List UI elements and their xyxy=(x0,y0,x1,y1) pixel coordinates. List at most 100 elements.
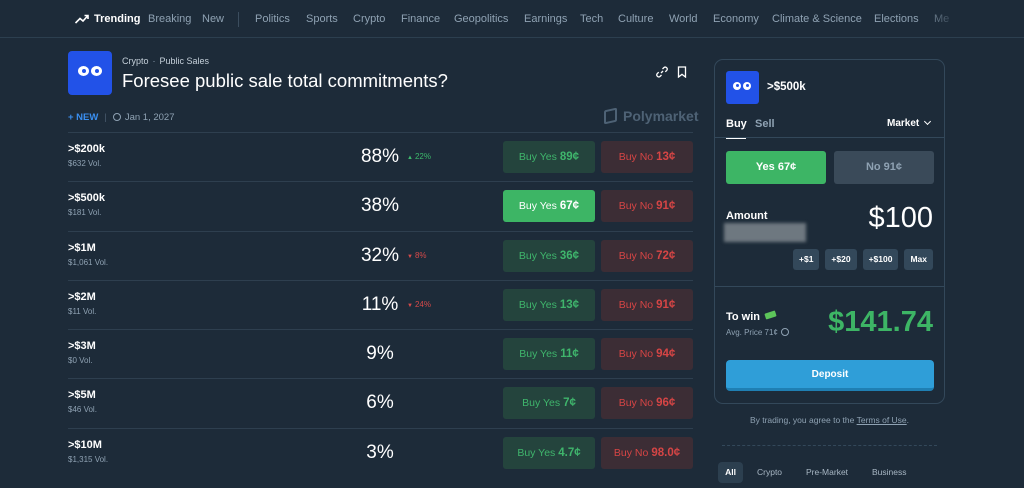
outcome-row[interactable]: >$2M $11 Vol. 11% ▼ 24% Buy Yes 13¢ Buy No 91¢ xyxy=(68,279,693,329)
info-icon[interactable] xyxy=(780,328,789,336)
trade-panel-title: >$500k xyxy=(767,81,806,93)
buy-yes-label: Buy Yes xyxy=(518,200,557,213)
category-tab-business[interactable]: Business xyxy=(872,467,907,477)
nav-sports[interactable]: Sports xyxy=(306,13,338,25)
buy-no-button[interactable]: Buy No 91¢ xyxy=(601,288,693,321)
buy-yes-button[interactable]: Buy Yes 89¢ xyxy=(503,141,595,173)
chip-add-100[interactable]: +$100 xyxy=(862,249,899,270)
buy-no-button[interactable]: Buy No 96¢ xyxy=(601,387,693,420)
nav-geopolitics[interactable]: Geopolitics xyxy=(454,13,509,25)
outcome-name: >$200k xyxy=(68,143,106,155)
buy-no-label: Buy No xyxy=(618,348,654,361)
market-meta: + NEW | Jan 1, 2027 xyxy=(68,112,174,123)
buy-yes-label: Buy Yes xyxy=(522,397,561,410)
nav-divider xyxy=(238,12,239,27)
bookmark-icon[interactable] xyxy=(676,66,688,78)
buy-yes-label: Buy Yes xyxy=(518,151,557,163)
buy-no-button[interactable]: Buy No 72¢ xyxy=(601,239,693,272)
nav-breaking[interactable]: Breaking xyxy=(148,13,192,25)
buy-yes-button[interactable]: Buy Yes 13¢ xyxy=(503,288,595,321)
category-tab-pre-market[interactable]: Pre-Market xyxy=(806,467,849,477)
chevron-down-icon xyxy=(924,117,932,126)
buy-no-price: 94¢ xyxy=(656,348,676,361)
terms-suffix: . xyxy=(906,415,910,425)
buy-yes-button[interactable]: Buy Yes 67¢ xyxy=(503,190,595,223)
nav-politics[interactable]: Politics xyxy=(255,13,290,25)
buy-no-label: Buy No xyxy=(618,397,654,410)
breadcrumb-subcategory[interactable]: Public Sales xyxy=(159,56,210,66)
terms-prefix: By trading, you agree to the xyxy=(749,415,855,425)
polymarket-watermark: Polymarket xyxy=(604,107,699,125)
outcome-name: >$3M xyxy=(68,340,96,353)
category-tab-all[interactable]: All xyxy=(718,462,743,483)
outcome-row[interactable]: >$10M $1,315 Vol. 3% Buy Yes 4.7¢ Buy No 98.0¢ xyxy=(68,427,693,477)
buy-yes-button[interactable]: Buy Yes 36¢ xyxy=(503,239,595,272)
outcome-list: >$200k $632 Vol. 88% ▲ 22% Buy Yes 89¢ Buy No 13… xyxy=(68,132,693,477)
amount-input[interactable]: $100 xyxy=(868,202,933,234)
deposit-button[interactable]: Deposit xyxy=(726,360,934,391)
breadcrumb-category[interactable]: Crypto xyxy=(122,56,149,66)
buy-no-price: 91¢ xyxy=(656,298,676,311)
outcome-volume: $1,315 Vol. xyxy=(68,454,109,464)
dashed-divider xyxy=(722,445,937,446)
buy-yes-label: Buy Yes xyxy=(517,446,556,459)
buy-no-label: Buy No xyxy=(613,446,649,459)
outcome-percent: 38% xyxy=(360,195,400,217)
nav-elections[interactable]: Elections xyxy=(874,13,919,25)
category-tab-crypto[interactable]: Crypto xyxy=(757,467,783,477)
buy-yes-button[interactable]: Buy Yes 11¢ xyxy=(503,338,595,371)
buy-no-button[interactable]: Buy No 94¢ xyxy=(601,338,693,371)
tab-sell[interactable]: Sell xyxy=(755,118,775,130)
outcome-percent: 6% xyxy=(366,392,394,414)
market-logo xyxy=(68,51,112,95)
buy-yes-button[interactable]: Buy Yes 7¢ xyxy=(503,387,595,420)
tabs-divider xyxy=(715,137,944,138)
outcome-row[interactable]: >$200k $632 Vol. 88% ▲ 22% Buy Yes 89¢ Buy No 13… xyxy=(68,132,693,181)
nav-tech[interactable]: Tech xyxy=(580,13,604,25)
breadcrumb: Crypto · Public Sales xyxy=(122,56,209,66)
polymarket-brand-text: Polymarket xyxy=(623,108,699,124)
outcome-row[interactable]: >$1M $1,061 Vol. 32% ▼ 8% Buy Yes 36¢ Buy No 72¢ xyxy=(68,230,693,280)
polymarket-logo-icon xyxy=(604,107,617,125)
terms-of-use-link[interactable]: Terms of Use xyxy=(856,415,907,425)
arrow-down-icon: ▼ xyxy=(407,302,413,309)
buy-no-button[interactable]: Buy No 13¢ xyxy=(601,141,693,173)
nav-new[interactable]: New xyxy=(202,13,225,25)
link-icon[interactable] xyxy=(656,66,668,78)
outcome-name: >$10M xyxy=(68,438,102,451)
buy-no-label: Buy No xyxy=(618,151,654,163)
buy-no-button[interactable]: Buy No 98.0¢ xyxy=(601,436,693,469)
buy-yes-button[interactable]: Buy Yes 4.7¢ xyxy=(503,436,595,469)
nav-world[interactable]: World xyxy=(669,13,698,25)
to-win-label: To win xyxy=(726,310,777,323)
outcome-volume: $632 Vol. xyxy=(68,159,102,168)
buy-yes-label: Buy Yes xyxy=(518,298,557,311)
buy-no-button[interactable]: Buy No 91¢ xyxy=(601,190,693,223)
nav-culture[interactable]: Culture xyxy=(618,13,654,25)
change-indicator: ▲ 22% xyxy=(407,152,431,161)
buy-no-label: Buy No xyxy=(618,249,654,262)
outcome-percent: 88% xyxy=(360,146,400,167)
outcome-row[interactable]: >$500k $181 Vol. 38% Buy Yes 67¢ Buy No 91¢ xyxy=(68,181,693,230)
outcome-name: >$500k xyxy=(68,192,106,205)
outcome-row[interactable]: >$3M $0 Vol. 9% Buy Yes 11¢ Buy No 94¢ xyxy=(68,329,693,378)
chip-max[interactable]: Max xyxy=(904,249,933,270)
nav-economy[interactable]: Economy xyxy=(713,13,759,25)
order-type-dropdown[interactable]: Market xyxy=(887,117,932,129)
nav-earnings[interactable]: Earnings xyxy=(524,13,568,25)
tab-buy[interactable]: Buy xyxy=(726,118,747,139)
change-value: 8% xyxy=(414,250,427,260)
amount-divider xyxy=(715,286,944,287)
buy-yes-price: 13¢ xyxy=(559,298,580,311)
outcome-yes-button[interactable]: Yes 67¢ xyxy=(726,151,826,184)
buy-yes-label: Buy Yes xyxy=(518,249,557,262)
nav-trending[interactable]: Trending xyxy=(94,13,141,25)
nav-crypto[interactable]: Crypto xyxy=(353,13,386,25)
chip-add-1[interactable]: +$1 xyxy=(793,249,820,270)
nav-climate-science[interactable]: Climate & Science xyxy=(772,13,862,25)
chip-add-20[interactable]: +$20 xyxy=(825,249,857,270)
outcome-row[interactable]: >$5M $46 Vol. 6% Buy Yes 7¢ Buy No 96¢ xyxy=(68,378,693,427)
outcome-no-button[interactable]: No 91¢ xyxy=(834,151,934,184)
avg-price-text: Avg. Price 71¢ xyxy=(726,328,778,337)
nav-finance[interactable]: Finance xyxy=(401,13,441,25)
